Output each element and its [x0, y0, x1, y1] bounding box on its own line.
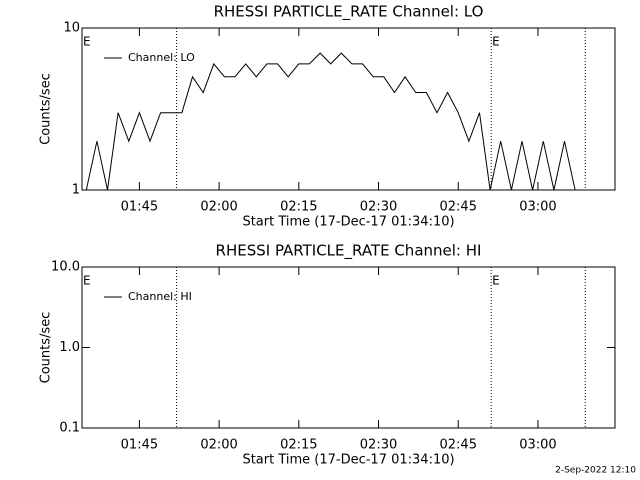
y-tick-label: 1.0 — [59, 340, 80, 355]
x-tick-label: 02:00 — [200, 200, 237, 215]
x-tick-label: 02:00 — [200, 438, 237, 453]
y-axis-label: Counts/sec — [39, 73, 54, 145]
x-tick-label: 02:45 — [440, 200, 477, 215]
x-tick-label: 02:45 — [440, 438, 477, 453]
annotation: E — [83, 274, 91, 288]
x-tick-label: 02:30 — [360, 200, 397, 215]
legend-label: Channel: HI — [128, 290, 192, 303]
legend-label: Channel: LO — [128, 51, 195, 64]
x-tick-label: 02:30 — [360, 438, 397, 453]
data-line — [85, 52, 576, 191]
chart-title: RHESSI PARTICLE_RATE Channel: LO — [214, 3, 484, 22]
x-tick-label: 02:15 — [280, 438, 317, 453]
x-tick-label: 02:15 — [280, 200, 317, 215]
chart-title: RHESSI PARTICLE_RATE Channel: HI — [216, 242, 482, 261]
y-tick-label: 10 — [63, 21, 80, 36]
y-tick-label: 1 — [72, 183, 80, 198]
x-tick-label: 01:45 — [121, 200, 158, 215]
y-tick-label: 10.0 — [51, 260, 80, 275]
y-tick-label: 0.1 — [59, 421, 80, 436]
annotation: E — [83, 35, 91, 49]
plot-frame — [81, 27, 616, 191]
x-tick-label: 01:45 — [121, 438, 158, 453]
annotation: E — [492, 274, 500, 288]
annotation: E — [492, 35, 500, 49]
footer: 2-Sep-2022 12:10 — [555, 466, 636, 476]
x-tick-label: 03:00 — [519, 438, 556, 453]
x-tick-label: 03:00 — [519, 200, 556, 215]
y-axis-label: Counts/sec — [39, 312, 54, 384]
x-axis-label: Start Time (17-Dec-17 01:34:10) — [242, 215, 454, 230]
x-axis-label: Start Time (17-Dec-17 01:34:10) — [242, 453, 454, 468]
